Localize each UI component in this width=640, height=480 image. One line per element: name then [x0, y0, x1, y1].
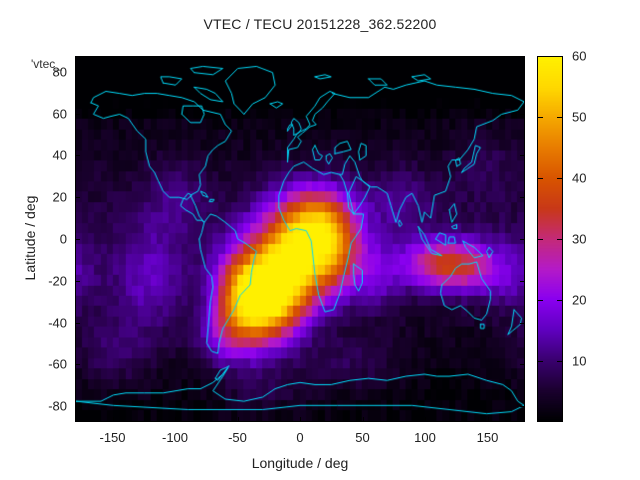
- x-tick-mark: [425, 56, 426, 61]
- y-tick-label: 20: [52, 189, 67, 205]
- x-tick-label: -150: [99, 430, 126, 445]
- colorbar-tick-mark: [557, 239, 563, 240]
- colorbar-tick-mark: [557, 300, 563, 301]
- x-tick-label: 100: [414, 430, 436, 445]
- vtec-annotation-label: 'vtec_: [31, 57, 62, 71]
- y-axis-tick-labels: 80 60 40 20 0 -20 -40 -60 -80: [0, 0, 71, 480]
- y-tick-label: -80: [48, 398, 67, 414]
- colorbar-tick-mark: [557, 361, 563, 362]
- x-tick-mark: [362, 417, 364, 422]
- y-tick-label: 80: [52, 64, 67, 80]
- y-tick-label: -40: [48, 315, 67, 331]
- x-tick-mark: [425, 417, 426, 422]
- x-tick-label: 150: [476, 430, 499, 445]
- y-tick-mark: [75, 239, 80, 240]
- y-tick-mark: [75, 280, 80, 282]
- y-tick-mark: [520, 239, 525, 240]
- y-tick-mark: [520, 71, 525, 73]
- y-tick-mark: [520, 322, 525, 324]
- y-tick-mark: [75, 322, 80, 324]
- x-tick-label: -50: [228, 430, 247, 445]
- x-tick-label: 50: [355, 430, 370, 445]
- heatmap-plot-area[interactable]: [75, 56, 525, 422]
- colorbar-tick-label: 40: [572, 170, 587, 186]
- colorbar-tick-label: 60: [572, 48, 587, 64]
- x-tick-mark: [175, 56, 176, 61]
- colorbar-tick-label: 10: [572, 353, 587, 369]
- y-tick-mark: [75, 155, 80, 157]
- y-tick-mark: [520, 406, 525, 408]
- y-tick-mark: [75, 113, 80, 115]
- y-tick-label: -60: [48, 356, 67, 372]
- coastline-overlay-canvas: [76, 57, 524, 421]
- y-tick-label: 0: [59, 231, 67, 247]
- colorbar-tick-mark: [557, 178, 563, 179]
- y-tick-label: 40: [52, 147, 67, 163]
- y-tick-mark: [75, 364, 80, 366]
- colorbar-tick-mark: [537, 117, 543, 118]
- colorbar-tick-label: 30: [572, 231, 587, 247]
- colorbar-tick-mark: [537, 178, 543, 179]
- colorbar-tick-mark: [537, 300, 543, 301]
- y-tick-mark: [520, 280, 525, 282]
- x-tick-mark: [300, 56, 301, 61]
- colorbar-tick-mark: [557, 117, 563, 118]
- colorbar-tick-label: 50: [572, 109, 587, 125]
- y-tick-mark: [75, 406, 80, 408]
- y-tick-mark: [520, 155, 525, 157]
- colorbar-tick-mark: [537, 239, 543, 240]
- x-tick-mark: [112, 56, 114, 61]
- x-tick-mark: [362, 56, 364, 61]
- x-tick-mark: [237, 56, 239, 61]
- colorbar-tick-mark: [537, 361, 543, 362]
- x-axis-title: Longitude / deg: [251, 455, 349, 471]
- x-tick-mark: [112, 417, 114, 422]
- x-tick-mark: [487, 56, 489, 61]
- y-tick-mark: [520, 364, 525, 366]
- y-tick-mark: [75, 197, 80, 199]
- x-tick-mark: [487, 417, 489, 422]
- colorbar-tick-label: 20: [572, 292, 587, 308]
- y-tick-mark: [520, 113, 525, 115]
- x-tick-label: 0: [296, 430, 304, 445]
- chart-title: VTEC / TECU 20151228_362.52200: [203, 16, 437, 32]
- y-tick-label: 60: [52, 106, 67, 121]
- y-tick-mark: [75, 71, 80, 73]
- x-tick-mark: [237, 417, 239, 422]
- y-tick-label: -20: [48, 273, 67, 289]
- x-tick-mark: [300, 417, 301, 422]
- y-tick-mark: [520, 197, 525, 199]
- x-tick-mark: [175, 417, 176, 422]
- x-tick-label: -100: [161, 430, 189, 445]
